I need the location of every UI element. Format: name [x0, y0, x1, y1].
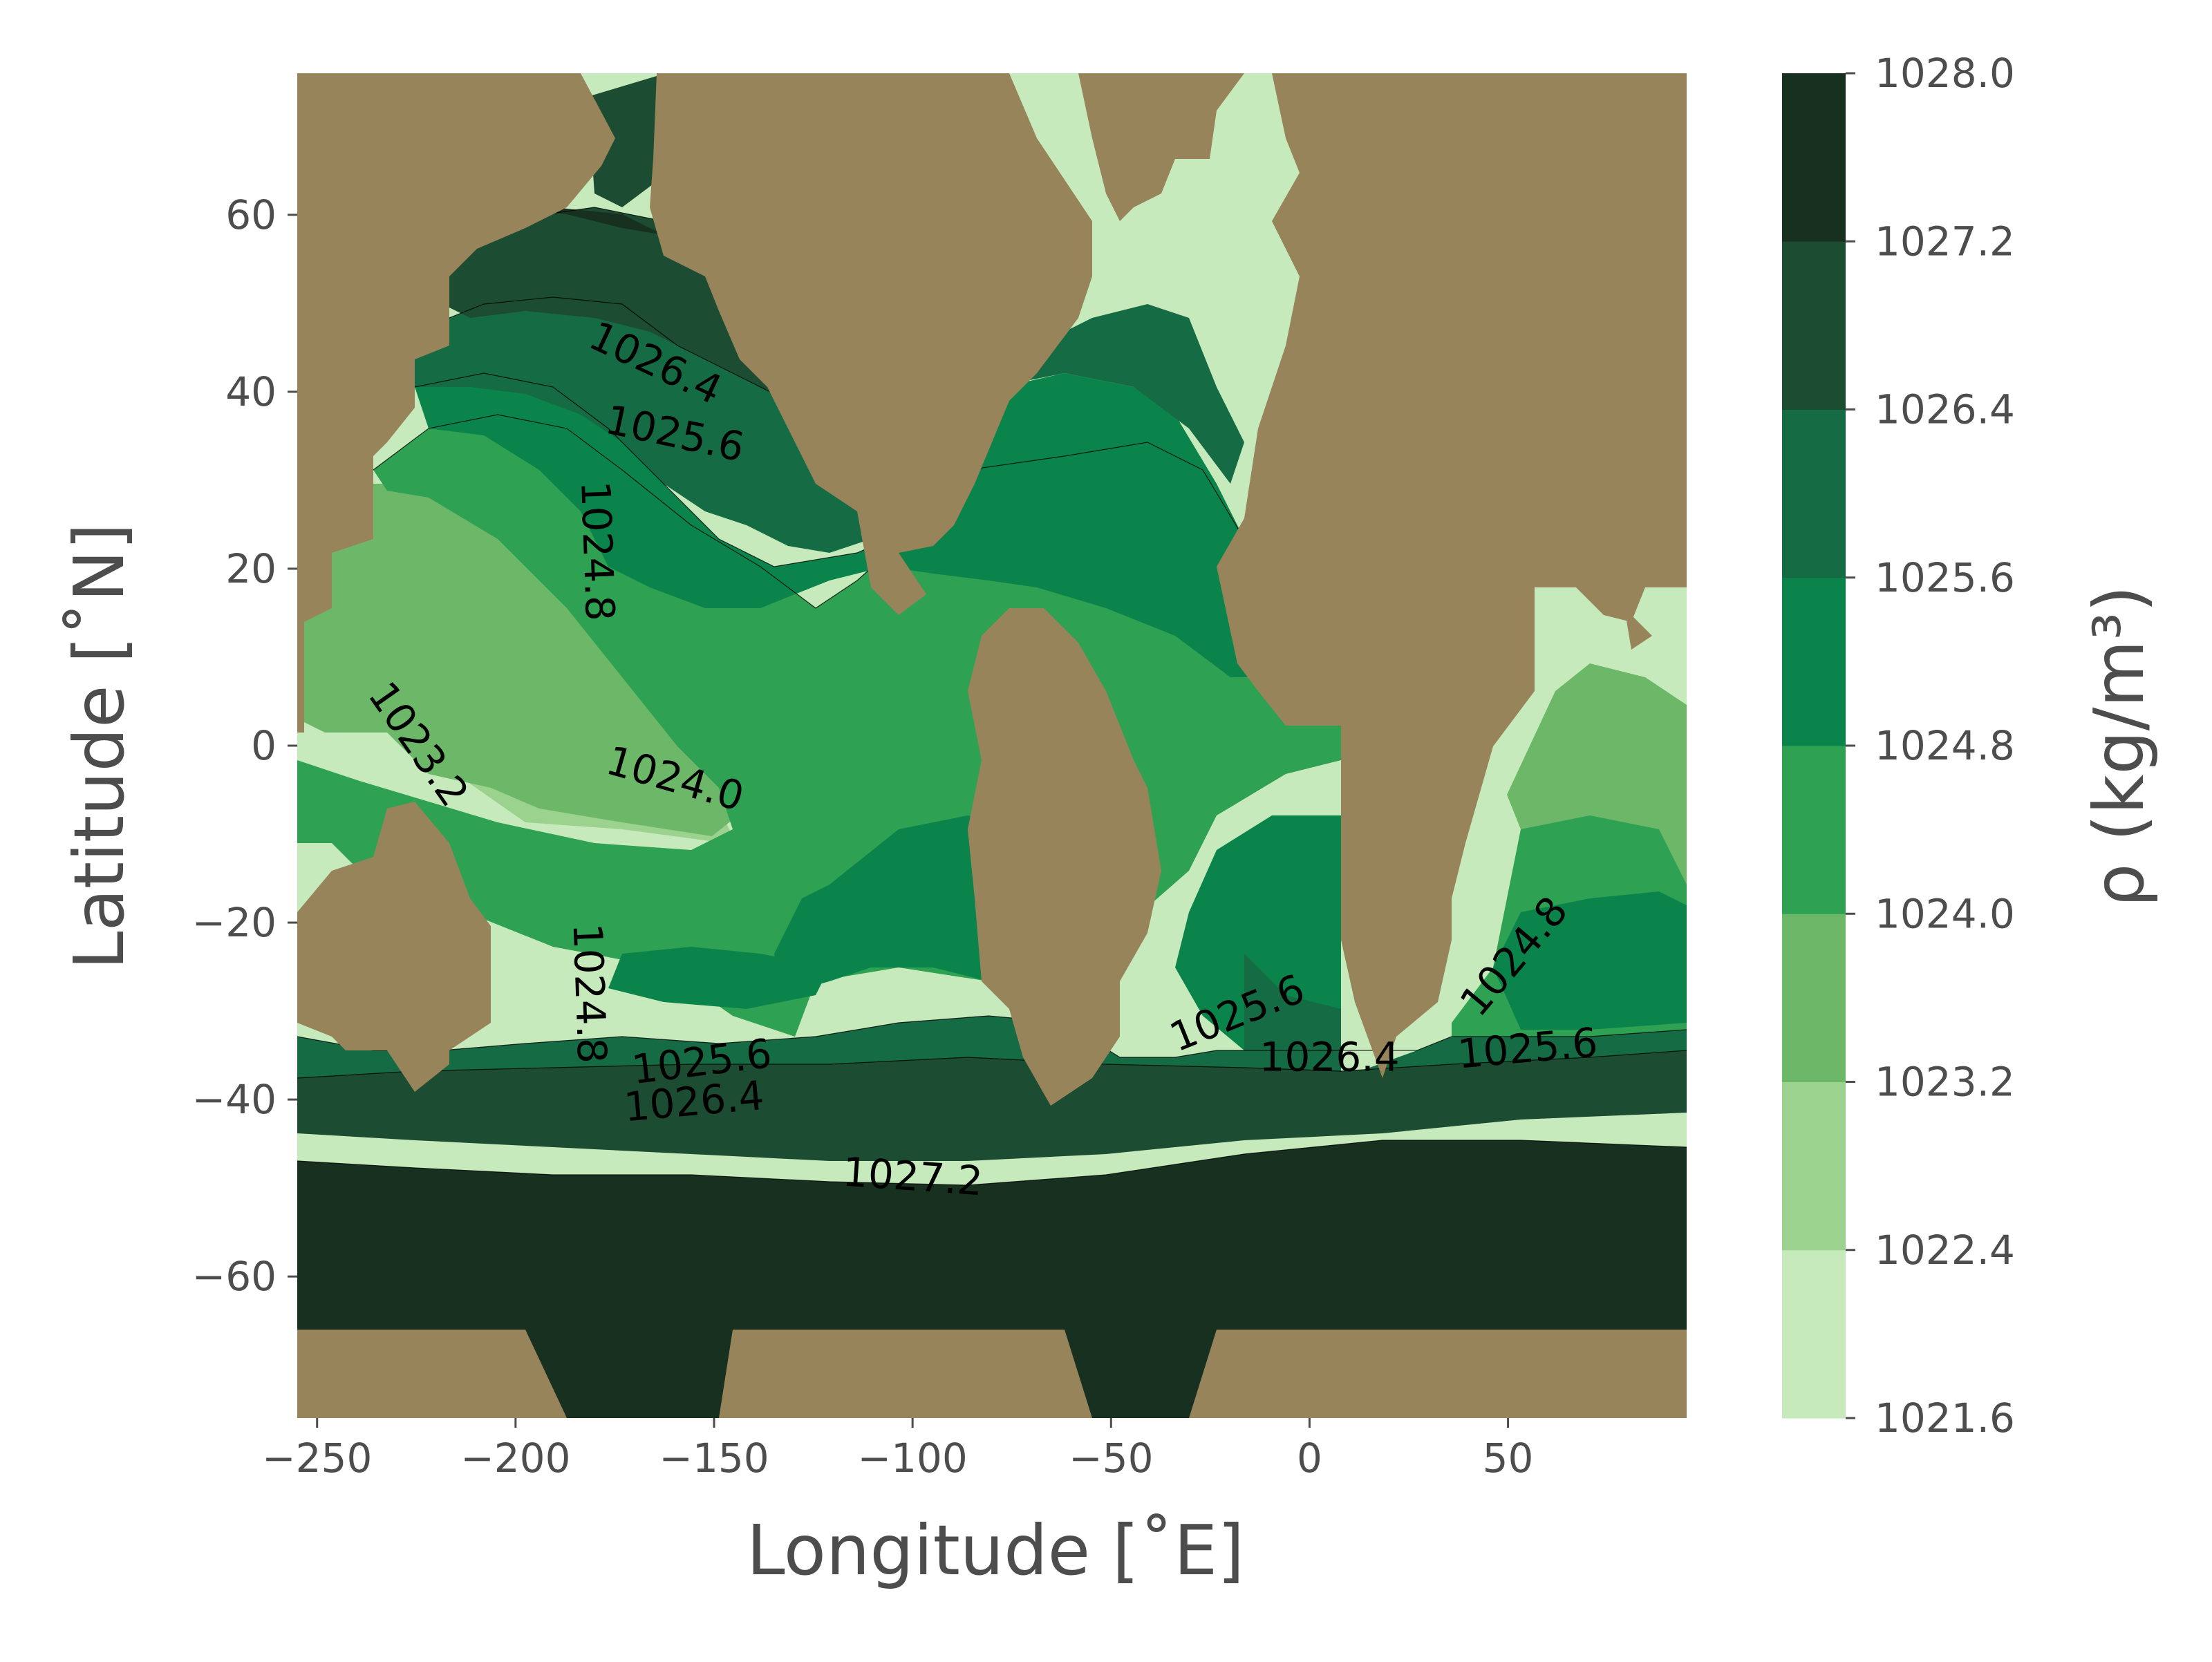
land-island-east	[1624, 608, 1652, 650]
colorbar-ticks: 1028.0 1027.2 1026.4 1025.6 1024.8 1024.0 1023…	[1846, 50, 2015, 1442]
colorbar-band	[1782, 409, 1846, 578]
density-band-8	[297, 207, 1687, 1418]
colorbar-tick-label: 1028.0	[1875, 50, 2015, 97]
colorbar-tick-label: 1022.4	[1875, 1227, 2015, 1274]
y-axis: 60 40 20 0 −20 −40 −60	[192, 191, 297, 1300]
x-tick-label: 50	[1483, 1435, 1534, 1482]
x-tick-label: −150	[659, 1435, 769, 1482]
x-axis-label: Longitude [˚E]	[747, 1510, 1244, 1591]
colorbar-tick-label: 1023.2	[1875, 1059, 2015, 1106]
land-mass-south-america	[968, 608, 1161, 1106]
y-axis-label: Latitude [˚N]	[59, 523, 140, 970]
colorbar-label: ρ (kg/m³)	[2079, 585, 2159, 907]
land-mass-north-america	[650, 73, 1092, 615]
colorbar-tick-label: 1027.2	[1875, 218, 2015, 265]
y-tick-label: −60	[192, 1253, 276, 1300]
contour-label: 1024.8	[564, 923, 616, 1064]
y-tick-label: −40	[192, 1076, 276, 1123]
land-mass-australia	[297, 802, 491, 1092]
colorbar-band	[1782, 73, 1846, 242]
colorbar-band	[1782, 914, 1846, 1082]
colorbar-band	[1782, 1082, 1846, 1251]
x-tick-label: −50	[1069, 1435, 1153, 1482]
x-tick-label: −100	[857, 1435, 967, 1482]
contour-label: 1026.4	[1259, 1034, 1400, 1081]
colorbar-band	[1782, 746, 1846, 914]
contour-label: 1027.2	[841, 1148, 984, 1205]
x-tick-label: −250	[262, 1435, 372, 1482]
y-tick-label: 0	[251, 722, 276, 769]
y-tick-label: 40	[225, 368, 276, 415]
colorbar: 1028.0 1027.2 1026.4 1025.6 1024.8 1024.0 1023…	[1782, 50, 2159, 1442]
y-tick-label: 60	[225, 191, 276, 238]
x-axis: −250 −200 −150 −100 −50 0 50	[262, 1418, 1533, 1482]
land-mass-greenland	[1078, 73, 1244, 221]
land-mass-eurasia-africa	[1217, 73, 1687, 1078]
land-mass-west-asia-north	[297, 73, 615, 733]
contour-line-1024-0	[373, 414, 1342, 650]
colorbar-tick-label: 1026.4	[1875, 386, 2015, 433]
contour-line-1027-2-south	[297, 1140, 1687, 1186]
land-mask	[297, 73, 1687, 1418]
colorbar-bands	[1782, 73, 1846, 1419]
y-tick-label: 20	[225, 545, 276, 592]
y-tick-label: −20	[192, 899, 276, 946]
colorbar-tick-label: 1021.6	[1875, 1395, 2015, 1442]
density-band-6	[297, 297, 1687, 1078]
colorbar-tick-label: 1025.6	[1875, 554, 2015, 601]
density-band-3	[297, 484, 1687, 885]
colorbar-band	[1782, 1249, 1846, 1419]
land-mass-antarctica	[297, 1330, 1687, 1418]
colorbar-band	[1782, 241, 1846, 410]
colorbar-tick-label: 1024.0	[1875, 890, 2015, 937]
colorbar-tick-label: 1024.8	[1875, 722, 2015, 769]
x-tick-label: −200	[460, 1435, 570, 1482]
colorbar-band	[1782, 577, 1846, 746]
contour-label: 1024.8	[572, 480, 624, 622]
x-tick-label: 0	[1297, 1435, 1322, 1482]
